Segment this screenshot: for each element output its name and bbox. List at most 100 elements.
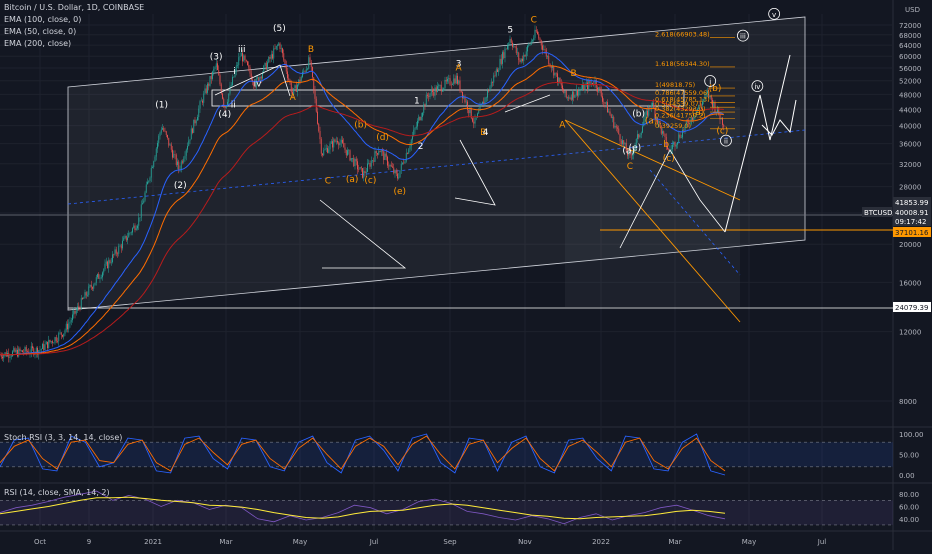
candle-body — [502, 52, 503, 64]
candle-body — [118, 246, 119, 254]
candle-body — [565, 91, 566, 93]
candle-body — [332, 141, 333, 147]
candle-body — [126, 236, 127, 240]
candle-body — [662, 131, 663, 133]
candle-body — [16, 350, 17, 352]
ema-200-legend[interactable]: EMA (200, close) — [4, 39, 71, 48]
candle-body — [447, 79, 448, 81]
candle-body — [266, 63, 267, 70]
candle-body — [391, 165, 392, 167]
ema-100-legend[interactable]: EMA (100, close, 0) — [4, 15, 81, 24]
candle-body — [505, 49, 506, 58]
candle-body — [362, 168, 363, 178]
candle-body — [147, 182, 148, 185]
wave-label: (e) — [629, 143, 642, 153]
ema-50-legend[interactable]: EMA (50, close, 0) — [4, 27, 76, 36]
candle-body — [120, 246, 121, 247]
candle-body — [171, 144, 172, 149]
candle-body — [353, 158, 354, 166]
candle-body — [195, 120, 196, 124]
wave-label: 4 — [483, 128, 489, 138]
candle-body — [620, 134, 621, 141]
candle-body — [218, 70, 219, 75]
wave-label: i — [709, 78, 711, 86]
candle-body — [513, 46, 514, 47]
candle-body — [637, 134, 638, 139]
candle-body — [476, 118, 477, 119]
fib-level-label: 2.618(66903.48) — [655, 31, 710, 39]
candle-body — [157, 143, 158, 149]
candle-body — [381, 150, 382, 152]
candle-body — [326, 148, 327, 149]
candle-body — [607, 102, 608, 112]
candle-body — [96, 277, 97, 283]
candle-body — [23, 352, 24, 353]
candle-body — [395, 170, 396, 173]
candle-body — [337, 141, 338, 143]
candle-body — [365, 171, 366, 173]
candle-body — [608, 112, 609, 113]
candle-body — [431, 90, 432, 93]
candle-body — [383, 151, 384, 160]
stoch-tick-label: 100.00 — [899, 431, 924, 439]
candle-body — [665, 134, 666, 137]
candle-body — [216, 63, 217, 67]
candle-body — [396, 170, 397, 173]
candle-body — [461, 91, 462, 92]
candle-body — [452, 84, 453, 85]
candle-body — [520, 60, 521, 62]
candle-body — [110, 260, 111, 263]
wave-label: (3) — [210, 53, 223, 63]
candle-body — [426, 95, 427, 106]
candle-body — [215, 67, 216, 69]
rsi-title[interactable]: RSI (14, close, SMA, 14, 2) — [4, 488, 110, 497]
fib-level-label: 0(39259.0) — [655, 122, 691, 130]
candle-body — [166, 131, 167, 135]
candle-body — [316, 99, 317, 112]
symbol-title[interactable]: Bitcoin / U.S. Dollar, 1D, COINBASE — [4, 3, 144, 12]
candle-body — [21, 350, 22, 351]
candle-body — [80, 307, 81, 309]
candle-body — [152, 167, 153, 168]
candle-body — [76, 311, 77, 314]
wave-label: (2) — [174, 181, 187, 191]
candle-body — [601, 90, 602, 96]
candle-body — [722, 118, 723, 125]
y-tick-label: 56000 — [899, 65, 921, 73]
wave-label: v — [772, 11, 776, 19]
candle-body — [40, 350, 41, 351]
candle-body — [68, 324, 69, 330]
candle-body — [82, 298, 83, 299]
candle-body — [206, 88, 207, 92]
y-tick-label: 12000 — [899, 329, 921, 337]
candle-body — [17, 350, 18, 357]
candle-body — [140, 217, 141, 218]
candle-body — [422, 113, 423, 117]
candle-body — [393, 167, 394, 173]
candle-body — [386, 154, 387, 157]
candle-body — [212, 72, 213, 79]
candle-body — [403, 163, 404, 164]
fib-level-label: 1.618(56344.30) — [655, 60, 710, 68]
candle-body — [492, 82, 493, 83]
candle-body — [712, 100, 713, 107]
candle-body — [265, 63, 266, 66]
candle-body — [676, 145, 677, 147]
candle-body — [240, 56, 241, 57]
candle-body — [345, 147, 346, 149]
candle-body — [580, 90, 581, 91]
candle-body — [446, 80, 447, 82]
candle-body — [501, 59, 502, 64]
candle-body — [201, 101, 202, 102]
candle-body — [417, 121, 418, 127]
stoch-band-fill — [0, 442, 893, 467]
candle-body — [287, 71, 288, 78]
stoch-rsi-title[interactable]: Stoch RSI (3, 3, 14, 14, close) — [4, 433, 122, 442]
candle-body — [578, 91, 579, 96]
candle-body — [11, 356, 12, 357]
candle-body — [62, 335, 63, 337]
wave-label: (b) — [632, 109, 645, 119]
candle-body — [516, 46, 517, 53]
candle-body — [563, 90, 564, 93]
